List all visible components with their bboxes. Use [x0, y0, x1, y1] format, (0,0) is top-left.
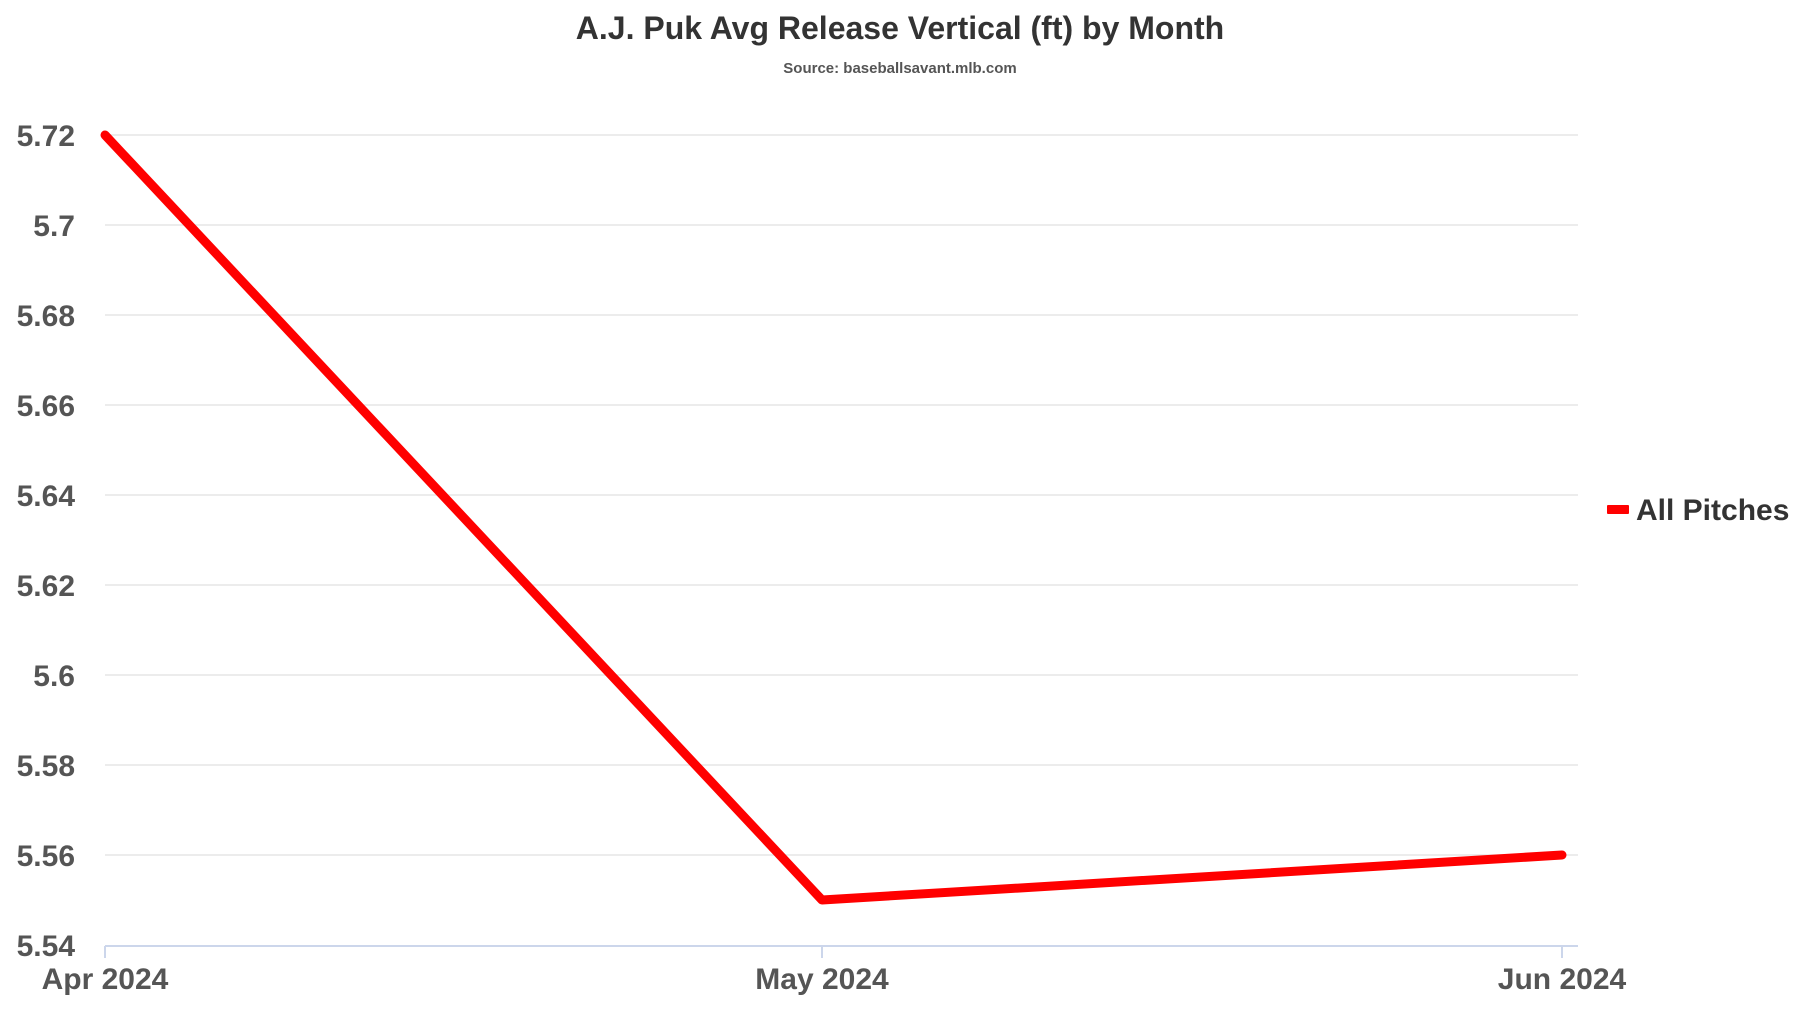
y-tick-label: 5.56 — [17, 840, 75, 873]
legend-label: All Pitches — [1636, 494, 1789, 527]
y-tick-label: 5.62 — [17, 570, 75, 603]
y-axis-ticks: 5.54 5.56 5.58 5.6 5.62 5.64 5.66 5.68 5.7 5.72 — [17, 120, 76, 963]
chart-subtitle: Source: baseballsavant.mlb.com — [783, 60, 1017, 77]
y-tick-label: 5.58 — [17, 750, 75, 783]
x-tick-label: May 2024 — [755, 963, 889, 996]
y-tick-label: 5.66 — [17, 390, 75, 423]
grid-lines — [105, 134, 1578, 856]
x-tick-label: Apr 2024 — [42, 963, 169, 996]
series-line — [100, 130, 1567, 905]
y-tick-label: 5.72 — [17, 120, 75, 153]
y-tick-label: 5.68 — [17, 300, 75, 333]
chart-title: A.J. Puk Avg Release Vertical (ft) by Mo… — [575, 10, 1225, 46]
y-tick-label: 5.7 — [33, 210, 75, 243]
y-tick-label: 5.6 — [33, 660, 75, 693]
series-lines — [100, 130, 1567, 905]
legend-swatch — [1607, 505, 1629, 514]
y-tick-label: 5.64 — [17, 480, 76, 513]
y-tick-label: 5.54 — [17, 930, 76, 963]
legend: All Pitches — [1607, 494, 1789, 527]
x-axis-ticks: Apr 2024 May 2024 Jun 2024 — [42, 946, 1627, 996]
x-tick-label: Jun 2024 — [1498, 963, 1627, 996]
